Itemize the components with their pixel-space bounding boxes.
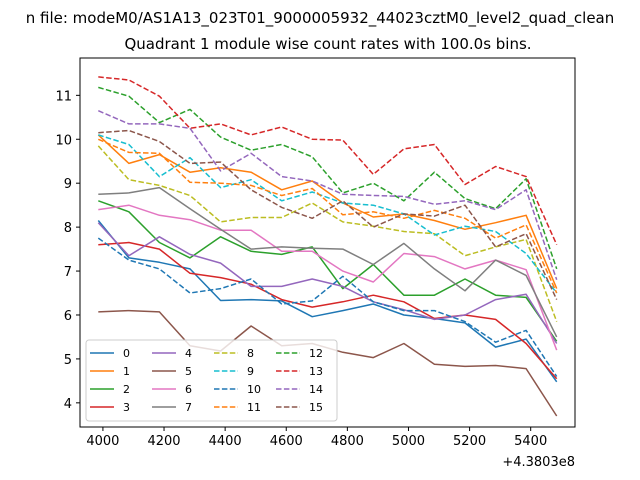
x-axis: 4000 4200 4400 4600 4800 5000 5200 5400 [86,427,547,449]
y-tick-label: 9 [64,177,72,192]
legend-label-12: 12 [309,347,323,360]
legend-label-4: 4 [185,347,192,360]
series-line-12 [98,86,558,270]
x-tick-label: 5200 [453,434,486,449]
series-line-0 [97,220,558,383]
legend-label-11: 11 [247,401,261,414]
legend-label-6: 6 [185,383,192,396]
legend-label-7: 7 [185,401,192,414]
series-line-2 [98,200,558,342]
x-axis-offset-label: +4.3803e8 [502,455,575,470]
y-tick-label: 5 [64,353,72,368]
x-tick-label: 4200 [147,434,180,449]
plot-area: 4000 4200 4400 4600 4800 5000 5200 5400 4 5 6 7 8 9 1… [55,57,576,470]
legend-label-8: 8 [247,347,254,360]
x-tick-label: 4800 [331,434,364,449]
legend-label-3: 3 [123,401,130,414]
figure-suptitle: n file: modeM0/AS1A13_023T01_9000005932_… [26,9,615,28]
series-line-10 [97,237,558,377]
legend-label-10: 10 [247,383,261,396]
series-line-14 [98,110,558,281]
x-tick-label: 4000 [86,434,119,449]
legend-label-13: 13 [309,365,323,378]
chart-title: Quadrant 1 module wise count rates with … [124,35,531,53]
x-tick-label: 4600 [270,434,303,449]
x-tick-label: 5400 [514,434,547,449]
legend-label-1: 1 [123,365,130,378]
series-line-8 [97,145,558,322]
legend-label-15: 15 [309,401,323,414]
series-layer [97,76,558,417]
legend-label-5: 5 [185,365,192,378]
series-line-7 [98,186,558,338]
series-line-3 [98,241,558,380]
series-line-11 [98,138,558,294]
y-tick-label: 11 [55,89,72,104]
legend-label-9: 9 [247,365,254,378]
y-tick-label: 8 [64,221,72,236]
y-tick-label: 7 [64,265,72,280]
y-axis: 4 5 6 7 8 9 10 11 [55,89,80,412]
y-tick-label: 6 [64,309,72,324]
legend-box [85,339,338,422]
series-line-6 [98,204,558,351]
x-tick-label: 5000 [392,434,425,449]
series-line-13 [98,76,558,246]
series-line-4 [97,222,558,344]
legend-label-2: 2 [123,383,130,396]
y-tick-label: 10 [55,133,72,148]
legend-label-14: 14 [309,383,323,396]
x-tick-label: 4400 [209,434,242,449]
legend-label-0: 0 [123,347,130,360]
plot-frame [79,57,576,428]
y-tick-label: 4 [64,397,72,412]
series-line-15 [98,129,558,300]
